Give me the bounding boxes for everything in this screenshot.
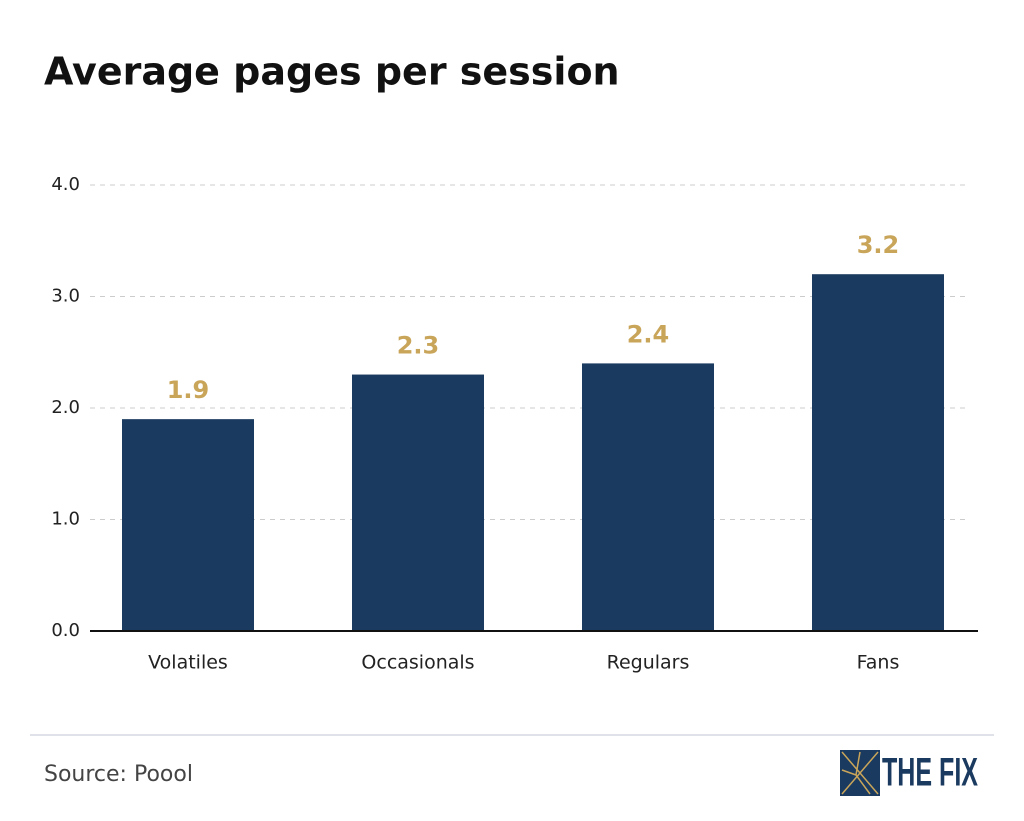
value-label: 2.4	[627, 320, 670, 348]
y-tick-label: 0.0	[51, 620, 80, 641]
value-label: 2.3	[397, 332, 440, 360]
value-label: 3.2	[857, 231, 900, 259]
chart-title: Average pages per session	[44, 50, 620, 94]
bar	[582, 363, 714, 631]
y-tick-label: 1.0	[51, 509, 80, 530]
bar	[812, 274, 944, 631]
y-tick-label: 4.0	[51, 174, 80, 195]
x-tick-label: Occasionals	[361, 652, 474, 674]
bar	[352, 374, 484, 631]
y-tick-label: 3.0	[51, 286, 80, 307]
x-tick-label: Regulars	[607, 652, 690, 674]
source: Source: Poool	[44, 762, 193, 787]
y-tick-label: 2.0	[51, 397, 80, 418]
value-label: 1.9	[167, 376, 210, 404]
bar	[122, 419, 254, 631]
x-tick-label: Volatiles	[148, 652, 228, 674]
logo-icon	[840, 750, 880, 796]
logo-text: THE FIX	[882, 751, 978, 795]
x-tick-label: Fans	[857, 652, 900, 674]
